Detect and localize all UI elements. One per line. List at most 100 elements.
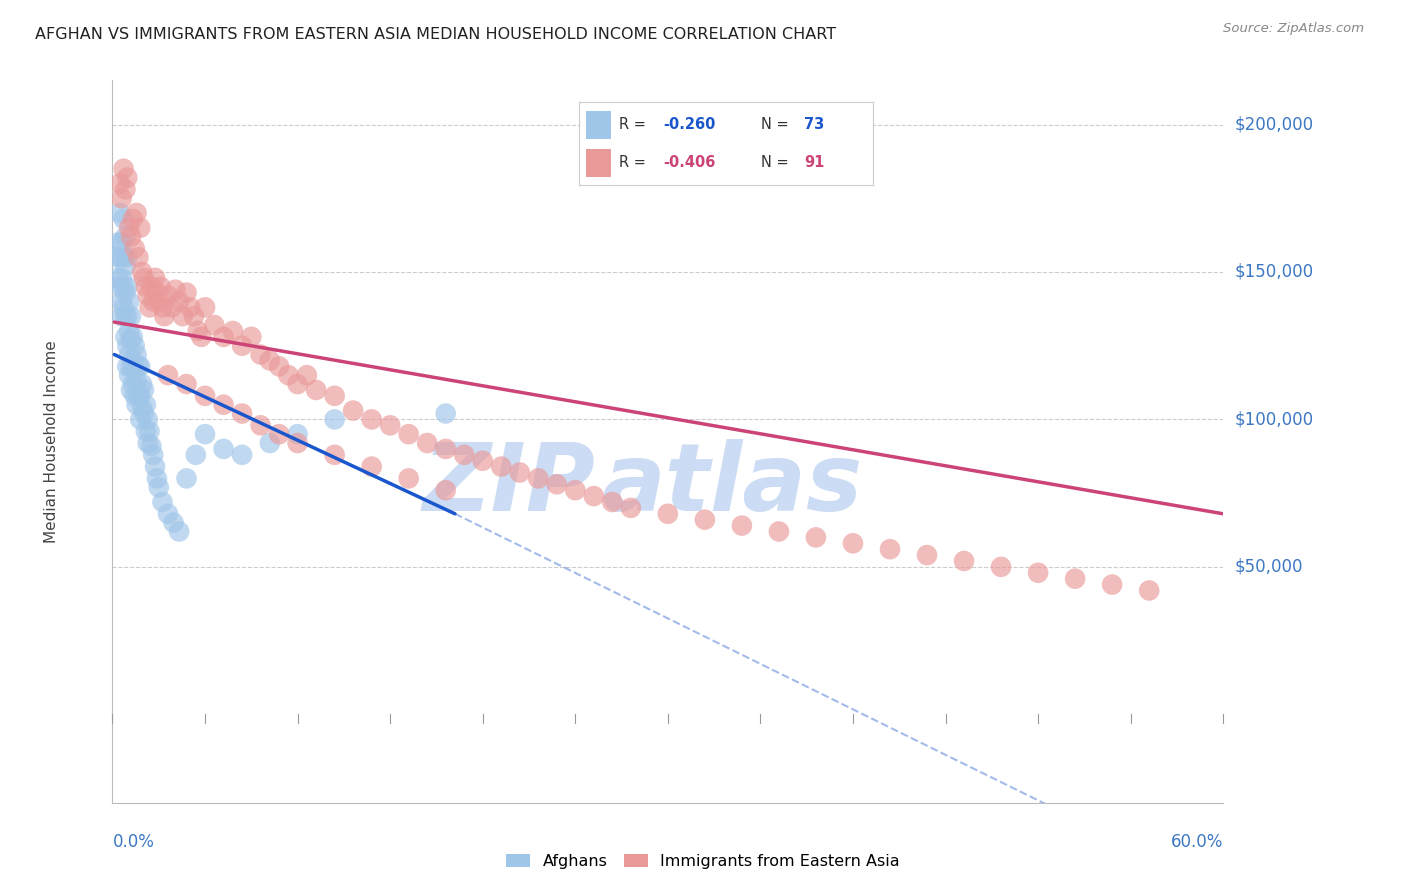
Point	[125, 374, 148, 388]
Point	[1101, 577, 1123, 591]
Point	[129, 389, 152, 403]
Point	[222, 324, 245, 338]
Point	[111, 235, 134, 250]
Point	[546, 477, 568, 491]
Point	[136, 412, 159, 426]
Point	[108, 279, 131, 293]
Point	[152, 495, 174, 509]
Point	[132, 383, 155, 397]
Point	[167, 294, 190, 309]
Point	[149, 279, 172, 293]
Point	[915, 548, 938, 562]
Point	[138, 301, 160, 315]
Point	[693, 513, 716, 527]
Point	[398, 427, 420, 442]
Point	[117, 339, 139, 353]
Point	[121, 330, 143, 344]
Point	[804, 530, 827, 544]
Point	[657, 507, 679, 521]
Point	[112, 211, 135, 226]
Point	[194, 301, 217, 315]
Point	[267, 427, 291, 442]
Point	[398, 471, 420, 485]
Point	[240, 330, 263, 344]
Point	[112, 301, 135, 315]
Point	[120, 309, 142, 323]
Point	[138, 424, 160, 438]
Text: AFGHAN VS IMMIGRANTS FROM EASTERN ASIA MEDIAN HOUSEHOLD INCOME CORRELATION CHART: AFGHAN VS IMMIGRANTS FROM EASTERN ASIA M…	[35, 27, 837, 42]
Point	[107, 235, 129, 250]
Text: $50,000: $50,000	[1234, 558, 1303, 576]
Point	[111, 294, 134, 309]
Point	[231, 339, 253, 353]
Point	[135, 398, 157, 412]
Point	[121, 377, 143, 392]
Point	[187, 324, 209, 338]
Point	[342, 403, 364, 417]
Point	[118, 324, 141, 338]
Point	[117, 279, 139, 293]
Point	[267, 359, 291, 374]
Point	[111, 271, 134, 285]
Point	[124, 241, 146, 255]
Point	[176, 285, 198, 300]
Point	[131, 377, 153, 392]
Point	[114, 330, 136, 344]
Point	[143, 459, 166, 474]
Point	[118, 220, 141, 235]
Point	[132, 407, 155, 421]
Point	[323, 412, 346, 426]
Point	[124, 362, 146, 376]
Point	[582, 489, 605, 503]
Point	[277, 368, 299, 383]
Point	[136, 288, 159, 302]
Point	[231, 448, 253, 462]
Point	[434, 442, 457, 456]
Point	[842, 536, 865, 550]
Point	[146, 471, 169, 485]
Point	[108, 177, 131, 191]
Point	[990, 560, 1012, 574]
Point	[114, 182, 136, 196]
Point	[179, 301, 201, 315]
Point	[202, 318, 225, 332]
Point	[136, 436, 159, 450]
Point	[380, 418, 402, 433]
Point	[1137, 583, 1160, 598]
Point	[491, 459, 513, 474]
Point	[259, 436, 281, 450]
Point	[112, 161, 135, 176]
Point	[620, 500, 643, 515]
Point	[160, 301, 183, 315]
Point	[231, 407, 253, 421]
Point	[117, 250, 139, 264]
Point	[167, 524, 190, 539]
Text: ZIP: ZIP	[423, 439, 596, 531]
Text: $100,000: $100,000	[1234, 410, 1313, 428]
Point	[135, 424, 157, 438]
Point	[323, 448, 346, 462]
Point	[124, 389, 146, 403]
Point	[111, 309, 134, 323]
Point	[107, 271, 129, 285]
Point	[108, 250, 131, 264]
Text: 60.0%: 60.0%	[1171, 833, 1223, 851]
Point	[120, 333, 142, 347]
Point	[132, 271, 155, 285]
Point	[148, 294, 170, 309]
Point	[165, 283, 187, 297]
Point	[131, 401, 153, 415]
Point	[287, 436, 309, 450]
Point	[127, 389, 149, 403]
Point	[183, 309, 205, 323]
Point	[125, 398, 148, 412]
Point	[212, 442, 235, 456]
Point	[194, 389, 217, 403]
Point	[176, 377, 198, 392]
Text: Median Household Income: Median Household Income	[44, 340, 59, 543]
Point	[125, 347, 148, 361]
Point	[323, 389, 346, 403]
Point	[434, 407, 457, 421]
Point	[360, 412, 382, 426]
Point	[157, 368, 180, 383]
